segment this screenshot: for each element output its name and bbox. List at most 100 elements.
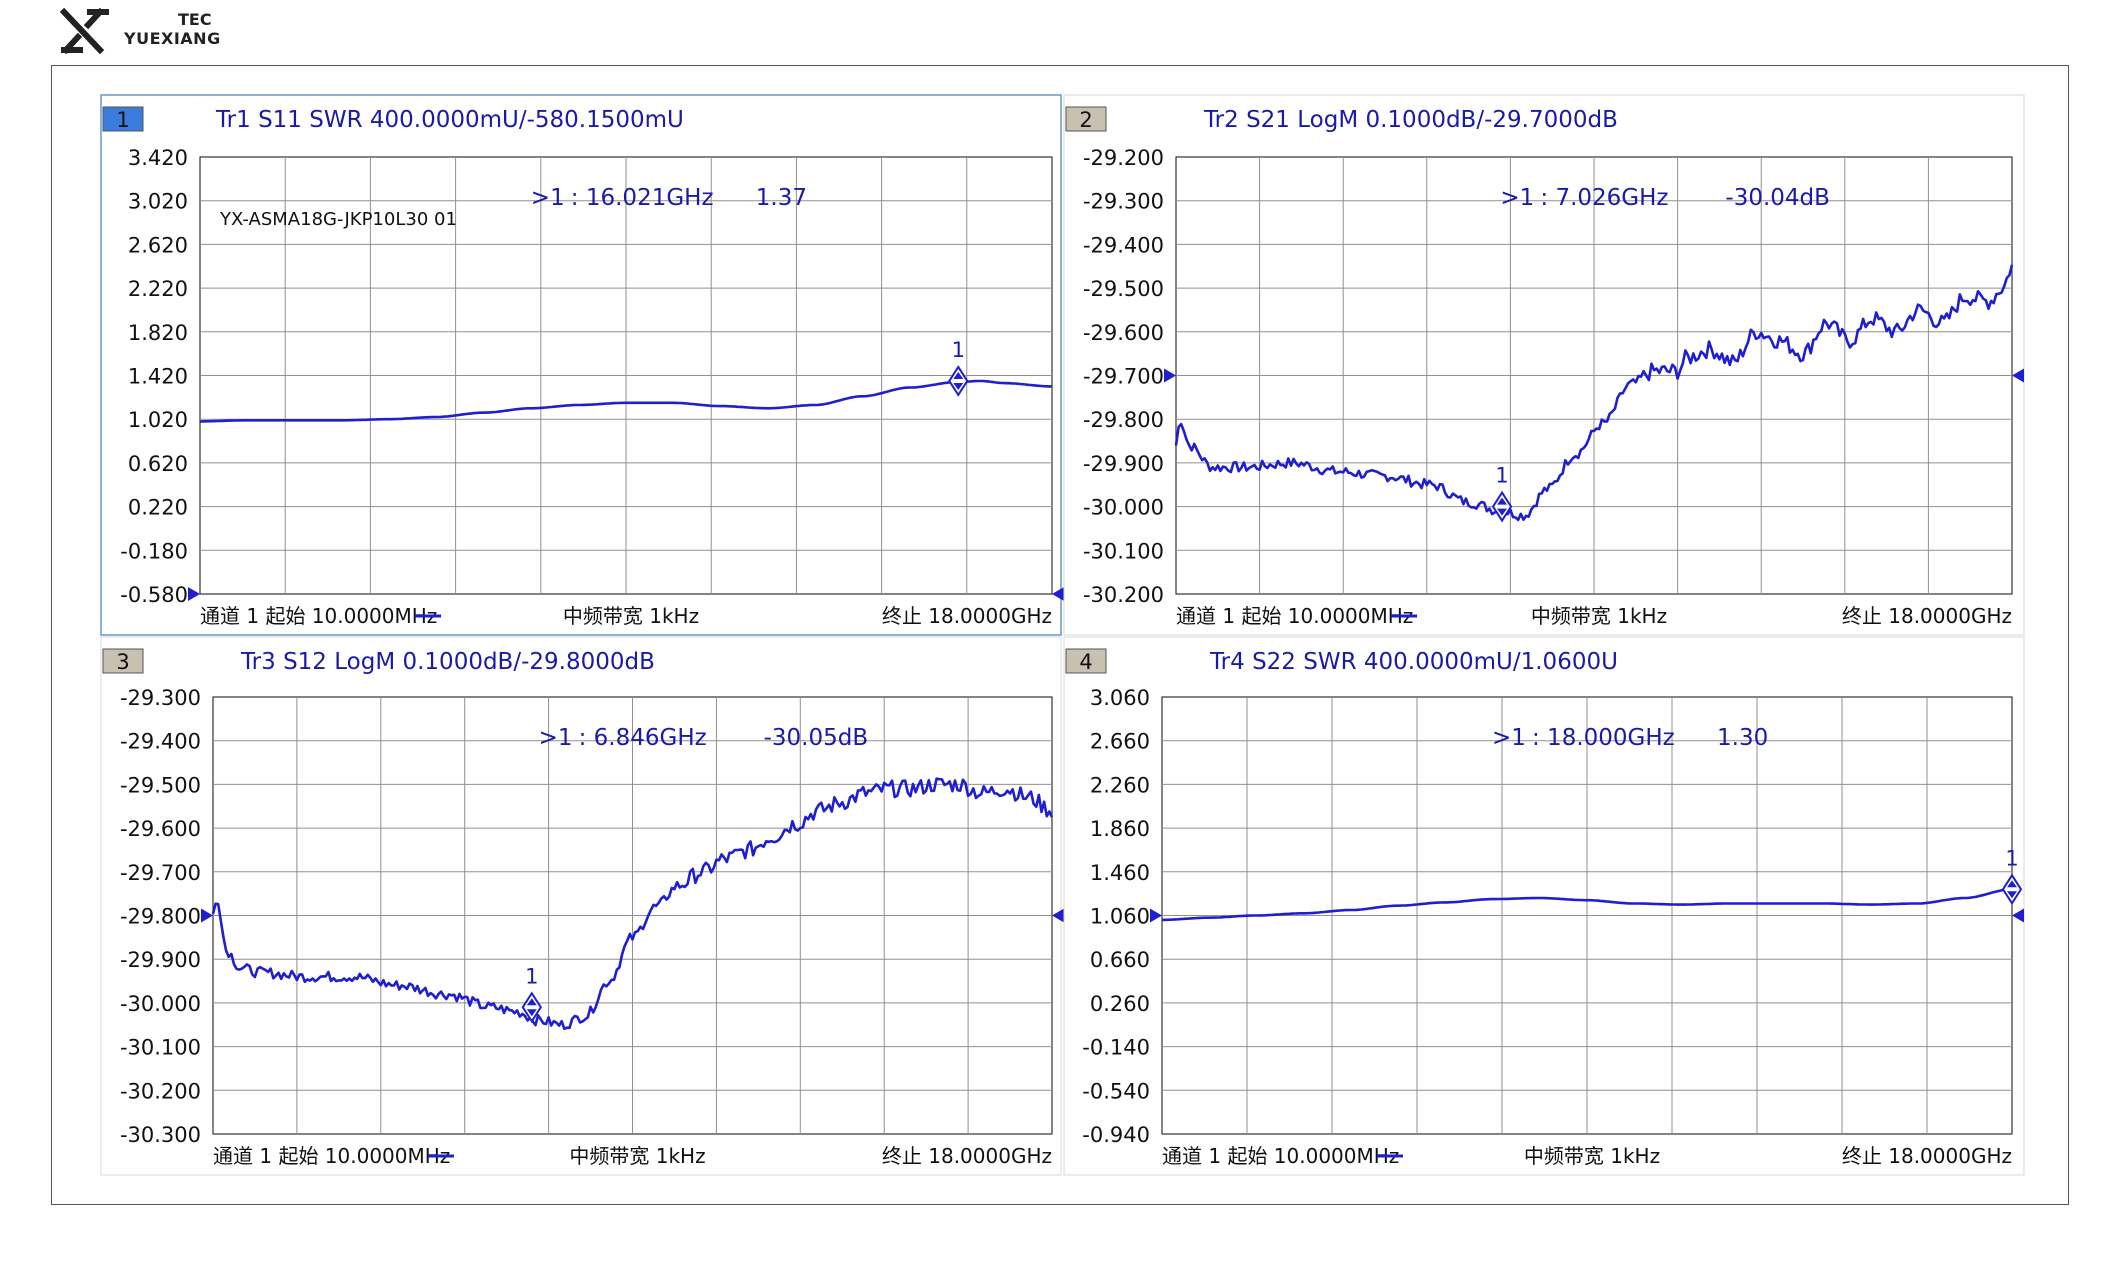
- panel-number-badge: [1065, 648, 1107, 674]
- marker-readout-prefix: >1: [1500, 185, 1534, 211]
- y-tick-label: 2.660: [1090, 730, 1150, 754]
- panel-border: [100, 636, 1062, 1176]
- marker-readout-value: 1.30: [1717, 725, 1768, 751]
- y-tick-label: -29.200: [1083, 146, 1164, 170]
- marker-label: 1: [952, 338, 965, 362]
- marker-diamond: [1491, 490, 1513, 523]
- y-tick-label: -0.540: [1082, 1079, 1150, 1103]
- y-tick-label: -30.200: [120, 1079, 201, 1103]
- trace-line: [1161, 888, 2013, 922]
- footer-if-bandwidth: 中频带宽 1kHz: [1531, 604, 1667, 628]
- panel-number-badge: [102, 106, 144, 132]
- y-tick-label: -29.800: [120, 905, 201, 929]
- y-tick-label: 2.220: [128, 277, 188, 301]
- y-tick-label: -29.500: [120, 773, 201, 797]
- chart-panel-3: 3 Tr3 S12 LogM 0.1000dB/-29.8000dB -29.300…: [100, 636, 1064, 1176]
- footer-start: 通道 1 起始 10.0000MHz: [200, 604, 437, 628]
- y-tick-label: -30.000: [120, 992, 201, 1016]
- panel-number-badge: [102, 648, 144, 674]
- marker-diamond: [521, 991, 542, 1024]
- logo-text-tec: TEC: [178, 10, 212, 29]
- marker-readout-value: -30.05dB: [764, 725, 869, 751]
- ref-level-marker-left: [201, 908, 213, 923]
- grid-lines: [1176, 157, 2012, 594]
- y-tick-label: 2.260: [1090, 773, 1150, 797]
- chart-panel-2: 2 Tr2 S21 LogM 0.1000dB/-29.7000dB -29.200…: [1063, 94, 2025, 636]
- y-tick-label: 0.220: [128, 496, 188, 520]
- marker-diamond: [948, 365, 969, 397]
- marker-readout-value: 1.37: [756, 185, 807, 211]
- marker-label: 1: [1495, 464, 1508, 488]
- ref-level-marker-right: [1052, 908, 1064, 923]
- chart-panel-4: 4 Tr4 S22 SWR 400.0000mU/1.0600U 3.060 2.66…: [1063, 636, 2025, 1176]
- x-logo-mark: [60, 7, 109, 55]
- trace-line: [1174, 264, 2014, 522]
- y-tick-label: 1.860: [1090, 817, 1150, 841]
- marker-readout-prefix: >1: [539, 725, 573, 751]
- y-tick-label: 1.020: [128, 408, 188, 432]
- y-tick-label: -30.100: [1083, 539, 1164, 563]
- y-tick-label: 0.660: [1090, 948, 1150, 972]
- footer-if-bandwidth: 中频带宽 1kHz: [1524, 1144, 1660, 1168]
- marker-readout-frequency: : 16.021GHz: [571, 185, 714, 211]
- marker-arrows: [953, 371, 964, 390]
- panel-number: 1: [116, 108, 129, 132]
- y-tick-label: -29.900: [120, 948, 201, 972]
- marker-label: 1: [2005, 846, 2018, 870]
- grid-lines: [213, 697, 1052, 1134]
- instrument-frame: [51, 65, 2069, 1205]
- panel-number: 4: [1079, 650, 1092, 674]
- marker-readout-prefix: >1: [1492, 725, 1526, 751]
- footer-stop: 终止 18.0000GHz: [882, 1144, 1052, 1168]
- panel-number-badge: [1065, 106, 1107, 132]
- y-tick-label: -0.940: [1082, 1123, 1150, 1147]
- y-tick-label: 1.060: [1090, 905, 1150, 929]
- grid-lines: [200, 157, 1052, 594]
- y-tick-label: 3.060: [1090, 686, 1150, 710]
- y-tick-label: 2.620: [128, 233, 188, 257]
- y-tick-label: 3.420: [128, 146, 188, 170]
- y-tick-label: 0.620: [128, 452, 188, 476]
- y-tick-label: -29.500: [1083, 277, 1164, 301]
- y-tick-label: -29.600: [1083, 321, 1164, 345]
- y-tick-label: -29.400: [120, 730, 201, 754]
- trace-title: Tr3 S12 LogM 0.1000dB/-29.8000dB: [240, 649, 655, 675]
- y-tick-label: -29.900: [1083, 452, 1164, 476]
- trace-line: [200, 379, 1052, 423]
- yuexiang-logo: [60, 7, 109, 55]
- ref-level-marker-right: [1052, 587, 1064, 601]
- chart-panel-1: 1 Tr1 S11 SWR 400.0000mU/-580.1500mU 3.420…: [100, 94, 1064, 636]
- y-tick-label: -29.700: [1083, 365, 1164, 389]
- footer-stop: 终止 18.0000GHz: [1842, 604, 2012, 628]
- dut-annotation: YX-ASMA18G-JKP10L30 01: [219, 209, 457, 230]
- y-tick-label: 1.820: [128, 321, 188, 345]
- marker-readout-value: -30.04dB: [1725, 185, 1830, 211]
- y-tick-label: -0.580: [120, 583, 188, 607]
- y-tick-label: 1.420: [128, 365, 188, 389]
- marker-readout-frequency: : 6.846GHz: [579, 725, 707, 751]
- grid-lines: [1162, 697, 2012, 1134]
- marker-readout-prefix: >1: [531, 185, 565, 211]
- y-tick-label: -0.140: [1082, 1036, 1150, 1060]
- marker-readout-frequency: : 18.000GHz: [1532, 725, 1675, 751]
- footer-stop: 终止 18.0000GHz: [1842, 1144, 2012, 1168]
- marker-readout-frequency: : 7.026GHz: [1540, 185, 1668, 211]
- y-tick-label: 3.020: [128, 190, 188, 214]
- panel-border: [100, 94, 1062, 636]
- logo-text-yuexiang: YUEXIANG: [124, 29, 221, 48]
- y-tick-label: -30.200: [1083, 583, 1164, 607]
- panel-border: [1063, 94, 2025, 636]
- trace-title: Tr4 S22 SWR 400.0000mU/1.0600U: [1209, 649, 1618, 675]
- footer-start: 通道 1 起始 10.0000MHz: [213, 1144, 450, 1168]
- footer-if-bandwidth: 中频带宽 1kHz: [563, 604, 699, 628]
- y-tick-label: -29.400: [1083, 233, 1164, 257]
- trace-title: Tr2 S21 LogM 0.1000dB/-29.7000dB: [1203, 107, 1618, 133]
- marker-label: 1: [525, 964, 538, 988]
- y-tick-label: 1.460: [1090, 861, 1150, 885]
- ref-level-marker-left: [1164, 368, 1176, 383]
- y-tick-label: -29.600: [120, 817, 201, 841]
- footer-start: 通道 1 起始 10.0000MHz: [1176, 604, 1413, 628]
- y-tick-label: -30.100: [120, 1036, 201, 1060]
- panel-number: 3: [116, 650, 129, 674]
